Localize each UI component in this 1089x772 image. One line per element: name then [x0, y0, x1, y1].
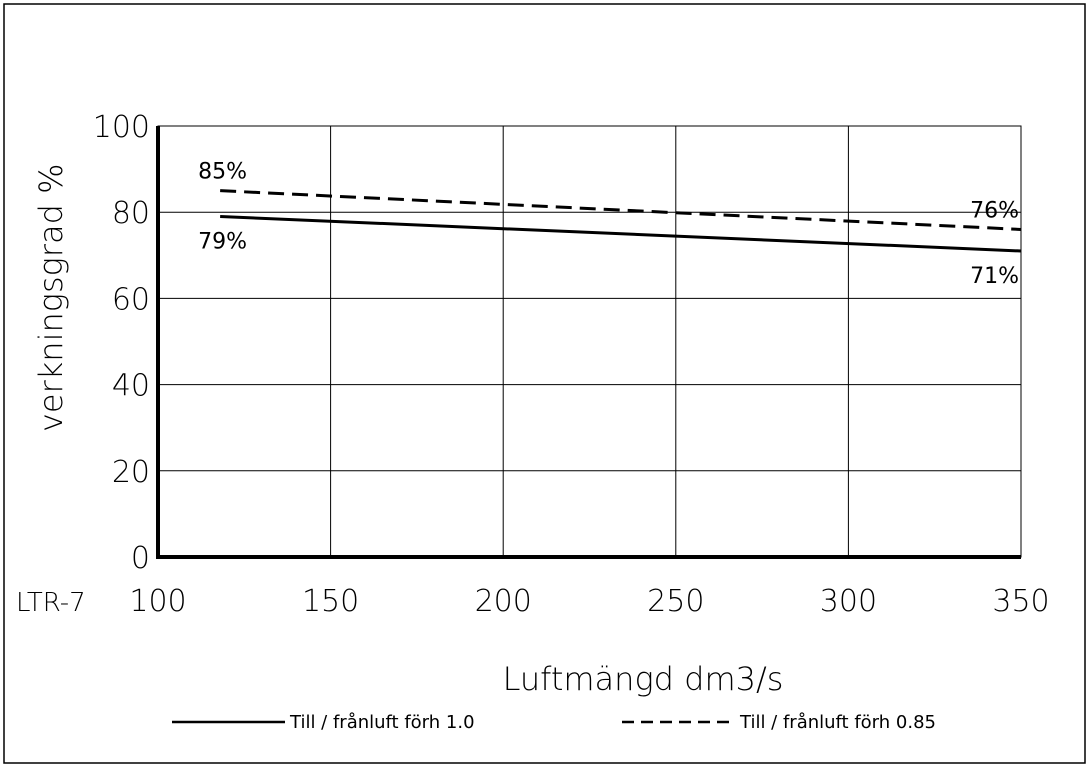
x-tick-label: 300 [820, 584, 877, 619]
outer-frame [3, 3, 1086, 764]
axis-layer [156, 126, 1021, 559]
legend-label-dashed: Till / frånluft förh 0.85 [739, 712, 936, 733]
y-tick-label: 0 [131, 541, 150, 576]
legend-label-solid: Till / frånluft förh 1.0 [289, 712, 475, 733]
y-tick-label: 20 [112, 455, 150, 490]
model-label: LTR-7 [16, 588, 86, 618]
x-tick-label: 350 [992, 584, 1049, 619]
data-label: 85% [198, 160, 247, 185]
x-tick-label: 250 [647, 584, 704, 619]
label-layer: 100 150 200 250 300 350 0 20 40 60 80 100 79% 71% 85% 7… [93, 110, 1050, 619]
y-tick-label: 80 [112, 196, 150, 231]
legend: Till / frånluft förh 1.0 Till / frånluft… [172, 712, 936, 733]
data-label: 79% [198, 230, 247, 255]
y-tick-label: 40 [112, 369, 150, 404]
data-label: 71% [970, 264, 1019, 289]
series-layer [220, 189, 1022, 253]
plot-border [157, 125, 1022, 558]
y-tick-label: 100 [93, 110, 150, 145]
x-tick-label: 150 [302, 584, 359, 619]
data-label: 76% [970, 198, 1019, 223]
y-axis-label: verkningsgrad % [32, 164, 70, 433]
x-tick-label: 200 [475, 584, 532, 619]
series-line-solid [220, 215, 1022, 253]
x-axis-label: Luftmängd dm3/s [503, 660, 784, 698]
x-tick-label: 100 [129, 584, 186, 619]
series-line-dashed [220, 189, 1022, 231]
y-tick-label: 60 [112, 282, 150, 317]
grid-layer [157, 125, 1022, 558]
